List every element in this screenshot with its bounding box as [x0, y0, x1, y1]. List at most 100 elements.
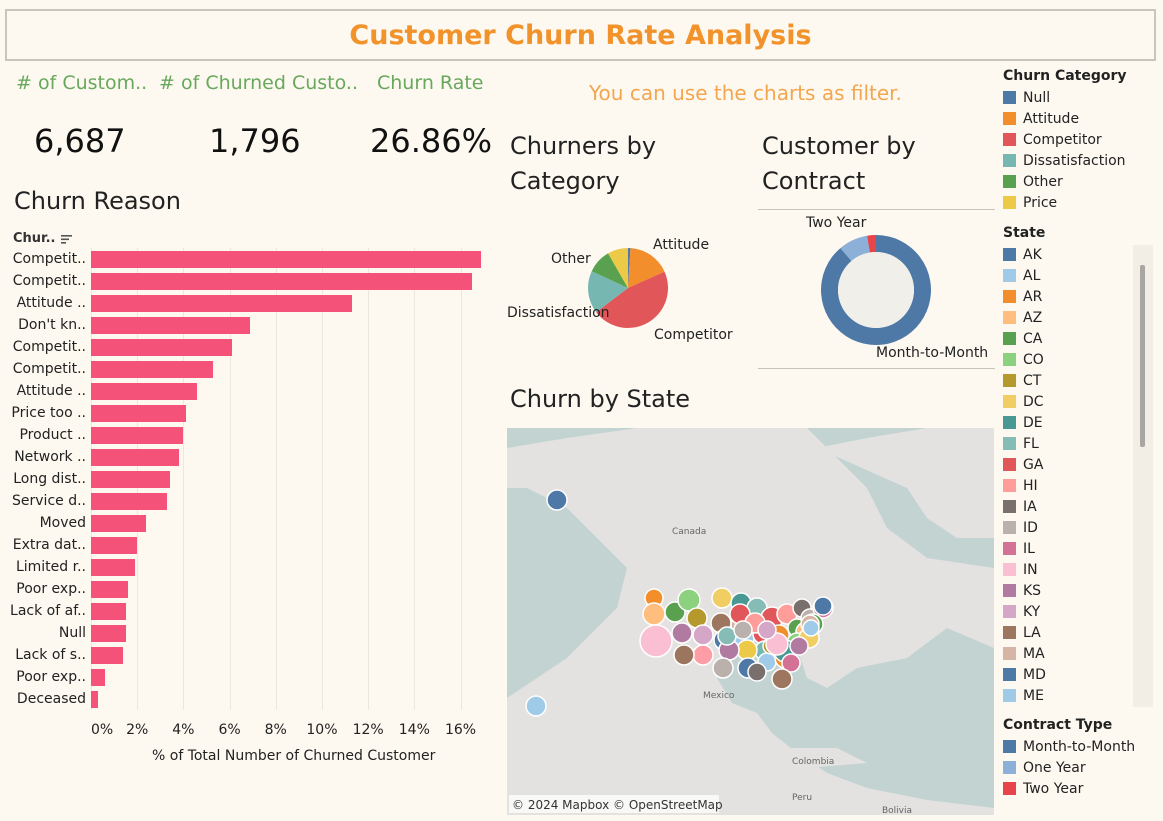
state-bubble[interactable]	[736, 639, 758, 661]
bar-category-label[interactable]: Competit..	[12, 273, 86, 289]
churn-reason-bar[interactable]	[91, 427, 184, 444]
bar-category-label[interactable]: Long dist..	[13, 471, 86, 487]
legend-item[interactable]: Two Year	[1003, 778, 1158, 799]
state-bubble[interactable]	[692, 624, 714, 646]
bar-category-label[interactable]: Price too ..	[11, 405, 86, 421]
legend-item[interactable]: FL	[1003, 433, 1128, 454]
kpi-churn-rate-value[interactable]: 26.86%	[370, 122, 493, 160]
state-bubble[interactable]	[546, 489, 568, 511]
legend-item[interactable]: DC	[1003, 391, 1128, 412]
churn-by-state-map[interactable]: Canada Mexico Colombia Peru Bolivia © 20…	[507, 428, 994, 815]
state-bubble[interactable]	[712, 657, 734, 679]
donut-slice-two-year[interactable]	[867, 235, 876, 253]
state-bubble[interactable]	[789, 636, 809, 656]
legend-item[interactable]: CA	[1003, 328, 1128, 349]
legend-item[interactable]: GA	[1003, 454, 1128, 475]
legend-item[interactable]: MD	[1003, 664, 1128, 685]
churn-reason-bar[interactable]	[91, 581, 128, 598]
churn-reason-bar[interactable]	[91, 471, 170, 488]
bar-category-label[interactable]: Competit..	[12, 339, 86, 355]
legend-item[interactable]: Competitor	[1003, 129, 1158, 150]
state-legend-scrollbar[interactable]	[1133, 245, 1153, 707]
state-bubble[interactable]	[781, 653, 801, 673]
bar-category-label[interactable]: Lack of s..	[15, 647, 86, 663]
bar-category-label[interactable]: Poor exp..	[16, 581, 86, 597]
churn-reason-bar[interactable]	[91, 559, 135, 576]
bar-category-label[interactable]: Poor exp..	[16, 669, 86, 685]
bar-category-label[interactable]: Attitude ..	[16, 383, 86, 399]
churn-reason-bar[interactable]	[91, 669, 105, 686]
state-bubble[interactable]	[673, 644, 695, 666]
churn-reason-bar[interactable]	[91, 625, 126, 642]
pie-slice-null[interactable]	[628, 248, 631, 288]
state-bubble[interactable]	[711, 587, 733, 609]
sort-icon[interactable]	[60, 233, 74, 245]
churn-reason-bar[interactable]	[91, 449, 179, 466]
bar-category-label[interactable]: Limited r..	[15, 559, 86, 575]
state-bubble[interactable]	[747, 662, 767, 682]
bar-category-label[interactable]: Deceased	[16, 691, 86, 707]
pie-slice-other[interactable]	[591, 253, 628, 288]
bar-category-label[interactable]: Product ..	[19, 427, 86, 443]
churn-reason-bar[interactable]	[91, 317, 251, 334]
state-bubble[interactable]	[639, 624, 673, 658]
churn-reason-bar[interactable]	[91, 273, 473, 290]
churn-reason-bar[interactable]	[91, 537, 138, 554]
state-bubble[interactable]	[802, 619, 820, 637]
legend-item[interactable]: IA	[1003, 496, 1128, 517]
bar-category-label[interactable]: Null	[58, 625, 86, 641]
legend-item[interactable]: Other	[1003, 171, 1158, 192]
legend-item[interactable]: Dissatisfaction	[1003, 150, 1158, 171]
bar-category-label[interactable]: Service d..	[12, 493, 86, 509]
churn-reason-bar[interactable]	[91, 647, 124, 664]
state-bubble[interactable]	[733, 620, 753, 640]
legend-item[interactable]: One Year	[1003, 757, 1158, 778]
churn-reason-bar[interactable]	[91, 405, 186, 422]
legend-item[interactable]: ID	[1003, 517, 1128, 538]
donut-slice-one-year[interactable]	[840, 235, 870, 262]
churn-reason-bar[interactable]	[91, 515, 147, 532]
customer-by-contract-donut[interactable]: Two Year Month-to-Month	[758, 210, 998, 368]
legend-item[interactable]: AK	[1003, 244, 1128, 265]
state-bubble[interactable]	[642, 602, 666, 626]
churn-reason-bar[interactable]	[91, 339, 232, 356]
bar-category-label[interactable]: Moved	[39, 515, 86, 531]
legend-item[interactable]: Attitude	[1003, 108, 1158, 129]
bar-category-label[interactable]: Don't kn..	[18, 317, 86, 333]
legend-item[interactable]: IL	[1003, 538, 1128, 559]
legend-item[interactable]: HI	[1003, 475, 1128, 496]
churn-reason-bar[interactable]	[91, 603, 126, 620]
state-bubble[interactable]	[771, 668, 793, 690]
donut-slice-month-to-month[interactable]	[821, 235, 931, 345]
legend-item[interactable]: MA	[1003, 643, 1128, 664]
kpi-customers-value[interactable]: 6,687	[34, 122, 126, 160]
churners-by-category-pie[interactable]: Attitude Competitor Dissatisfaction Other	[505, 225, 755, 355]
churn-reason-bar[interactable]	[91, 295, 352, 312]
state-bubble[interactable]	[525, 695, 547, 717]
legend-item[interactable]: ME	[1003, 685, 1128, 706]
pie-slice-attitude[interactable]	[628, 248, 665, 288]
legend-item[interactable]: CO	[1003, 349, 1128, 370]
bar-category-label[interactable]: Attitude ..	[16, 295, 86, 311]
legend-item[interactable]: Month-to-Month	[1003, 736, 1158, 757]
legend-item[interactable]: CT	[1003, 370, 1128, 391]
legend-item[interactable]: IN	[1003, 559, 1128, 580]
kpi-churned-value[interactable]: 1,796	[209, 122, 301, 160]
bar-category-label[interactable]: Lack of af..	[10, 603, 86, 619]
bar-category-label[interactable]: Competit..	[12, 361, 86, 377]
legend-item[interactable]: LA	[1003, 622, 1128, 643]
state-bubble[interactable]	[671, 622, 693, 644]
legend-item[interactable]: DE	[1003, 412, 1128, 433]
pie-slice-competitor[interactable]	[596, 271, 668, 329]
map-attribution[interactable]: © 2024 Mapbox © OpenStreetMap	[512, 798, 723, 812]
bar-category-label[interactable]: Extra dat..	[12, 537, 86, 553]
churn-reason-bar[interactable]	[91, 383, 198, 400]
legend-item[interactable]: AZ	[1003, 307, 1128, 328]
pie-slice-dissatisfaction[interactable]	[588, 271, 628, 313]
churn-reason-bar[interactable]	[91, 361, 214, 378]
legend-item[interactable]: Price	[1003, 192, 1158, 213]
bar-category-label[interactable]: Competit..	[12, 251, 86, 267]
scrollbar-thumb[interactable]	[1140, 265, 1145, 447]
legend-item[interactable]: AL	[1003, 265, 1128, 286]
churn-reason-bar[interactable]	[91, 493, 168, 510]
